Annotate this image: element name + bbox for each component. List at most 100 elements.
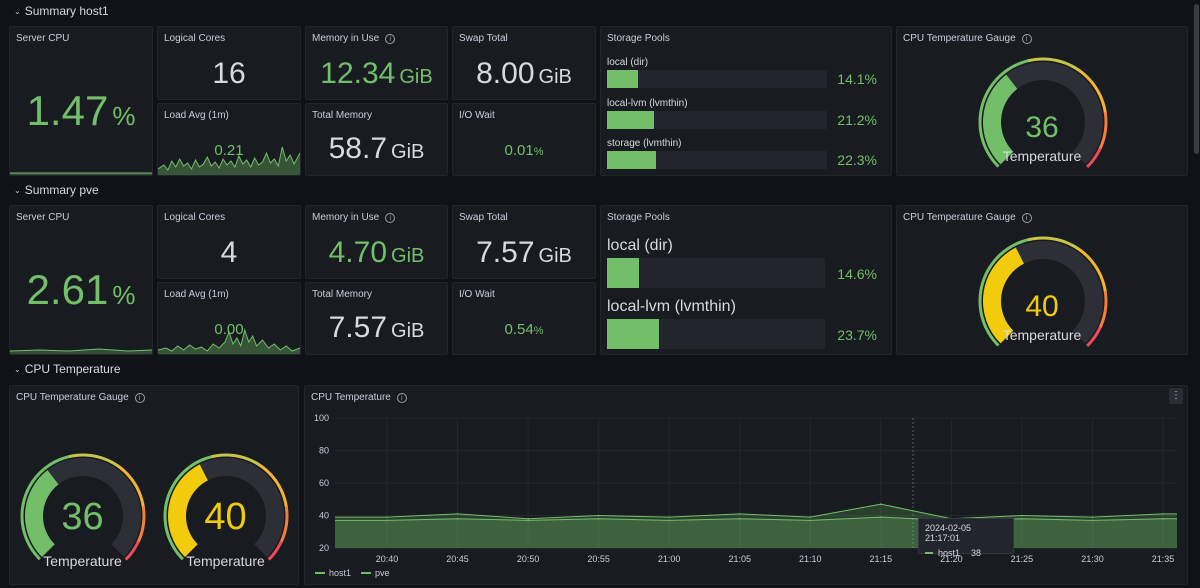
gauge-threshold-band (1070, 243, 1080, 251)
x-tick-label: 21:00 (658, 554, 681, 564)
cpu-temperature-chart: 100 80 60 40 20 20:40 20:45 20:50 20:55 21:00 21:0… (314, 413, 1177, 564)
row-cpu-temperature[interactable]: ⌄ CPU Temperature (14, 362, 121, 376)
legend-swatch (315, 572, 325, 574)
pool-label: local-lvm (lvmthin) (607, 298, 736, 315)
swap-total-panel[interactable]: Swap Total 7.57 GiB (452, 205, 596, 279)
stat-value: 7.57 (328, 311, 388, 344)
gauge-threshold-band (252, 460, 262, 467)
gauge-threshold-band (1057, 238, 1066, 244)
stat-unit: GiB (538, 245, 572, 267)
server-cpu-panel[interactable]: Server CPU 1.47% (9, 26, 153, 176)
storage-pools-panel[interactable]: Storage Pools local (dir) 14.6% local-lv… (600, 205, 892, 355)
panel-title: Swap Total (459, 33, 508, 44)
load-avg-panel[interactable]: Load Avg (1m) 0.21 (157, 103, 301, 176)
panel-title: Server CPU (16, 33, 70, 44)
pool-percent: 23.7% (837, 327, 877, 343)
row-title: CPU Temperature (24, 362, 121, 376)
logical-cores-panel[interactable]: Logical Cores 16 (157, 26, 301, 100)
swap-total-panel[interactable]: Swap Total 8.00 GiB (452, 26, 596, 100)
gauge-threshold-band (1042, 57, 1052, 62)
data-point-pve (597, 517, 600, 520)
gauge-threshold-band (121, 468, 130, 477)
pool-bar (607, 70, 827, 88)
legend-item-pve[interactable]: pve (361, 568, 390, 578)
stat-unit: GiB (391, 141, 425, 163)
gauge-threshold-band (171, 478, 179, 487)
io-wait-stat: 0.01% (453, 142, 595, 160)
row-summary-pve[interactable]: ⌄ Summary pve (14, 183, 99, 197)
total-memory-panel[interactable]: Total Memory 58.7 GiB (305, 103, 448, 176)
panel-menu-button[interactable]: ⋮ (1169, 388, 1183, 404)
info-icon[interactable]: i (385, 33, 396, 44)
panel-title: CPU Temperature Gauge i (903, 33, 1032, 44)
gauge-threshold-band (980, 275, 987, 285)
info-icon[interactable]: i (396, 392, 407, 403)
pool-bar-fill (607, 151, 657, 169)
panel-title: Swap Total (459, 212, 508, 223)
logical-cores-panel[interactable]: Logical Cores 4 (157, 205, 301, 279)
gauge-threshold-band (1082, 72, 1091, 81)
tooltip-row: host1 38 (925, 548, 1007, 558)
x-tick-label: 20:40 (376, 554, 399, 564)
gauge (20, 453, 146, 561)
data-point-host1 (668, 516, 670, 518)
y-tick-label: 60 (319, 478, 329, 488)
legend-item-host1[interactable]: host1 (315, 568, 351, 578)
memory-in-use-stat: 12.34 GiB (306, 57, 447, 91)
pool-label: local (dir) (607, 237, 673, 254)
data-point-host1 (1162, 513, 1164, 515)
gauge-threshold-band (1088, 257, 1096, 266)
row-summary-host1[interactable]: ⌄ Summary host1 (14, 4, 109, 18)
memory-in-use-panel[interactable]: Memory in Use i 4.70 GiB (305, 205, 448, 279)
y-tick-label: 100 (314, 413, 329, 423)
gauge-threshold-band (133, 540, 140, 550)
cpu-temperature-gauge-panel[interactable]: CPU Temperature Gauge i 40 Temperature (896, 205, 1188, 355)
gauge-threshold-band (269, 473, 277, 482)
gauge (978, 57, 1108, 169)
gauge-threshold-band (168, 484, 175, 494)
total-memory-panel[interactable]: Total Memory 7.57 GiB (305, 282, 448, 355)
cpu-temperature-gauge-panel[interactable]: CPU Temperature Gauge i 36 Temperature (896, 26, 1188, 176)
panel-title-text: CPU Temperature (311, 392, 391, 403)
gauge-threshold-band (1050, 57, 1059, 63)
panel-title: Load Avg (1m) (164, 110, 229, 121)
info-icon[interactable]: i (1021, 33, 1032, 44)
y-tick-label: 80 (319, 446, 329, 456)
info-icon[interactable]: i (134, 392, 145, 403)
x-tick-label: 21:30 (1081, 554, 1104, 564)
load-avg-stat: 0.00 (214, 321, 244, 338)
gauge-threshold-band (1099, 276, 1106, 285)
gauge-threshold-band (103, 457, 112, 464)
chevron-down-icon: ⌄ (14, 364, 21, 374)
info-icon[interactable]: i (385, 212, 396, 223)
gauge-threshold-band (1020, 238, 1030, 244)
memory-in-use-panel[interactable]: Memory in Use i 12.34 GiB (305, 26, 448, 100)
gauge-threshold-band (37, 468, 45, 476)
cpu-temperature-gauge-panel[interactable]: CPU Temperature Gauge i 36 Temperature 40… (9, 385, 299, 585)
pool-bar (607, 111, 827, 129)
gauge-threshold-band (1027, 236, 1037, 242)
gauge-threshold-band (1070, 64, 1080, 72)
panel-title: Memory in Use i (312, 33, 396, 44)
io-wait-panel[interactable]: I/O Wait 0.01% (452, 103, 596, 176)
info-icon[interactable]: i (1021, 212, 1032, 223)
page-scrollbar[interactable] (1194, 4, 1199, 154)
gauge-label: Temperature (186, 553, 265, 569)
gauge-threshold-band (1092, 84, 1100, 93)
panel-title: Logical Cores (164, 212, 226, 223)
load-avg-panel[interactable]: Load Avg (1m) 0.00 (157, 282, 301, 355)
gauge-value-arc (168, 464, 209, 558)
gauge-threshold-band (986, 262, 994, 271)
storage-pools-panel[interactable]: Storage Pools local (dir) 14.1% local-lv… (600, 26, 892, 176)
panel-title-text: CPU Temperature Gauge (16, 392, 129, 403)
gauge-threshold-band (25, 540, 33, 549)
gauge-threshold-band (191, 460, 200, 467)
io-wait-panel[interactable]: I/O Wait 0.54% (452, 282, 596, 355)
cpu-temperature-chart-panel[interactable]: CPU Temperature i ⋮ 100 80 60 40 20 20:40 20:45… (304, 385, 1188, 585)
server-cpu-panel[interactable]: Server CPU 2.61% (9, 205, 153, 355)
gauge-threshold-band (983, 268, 990, 278)
total-memory-stat: 7.57 GiB (306, 311, 447, 345)
panel-title: I/O Wait (459, 110, 495, 121)
panel-title-text: Memory in Use (312, 33, 380, 44)
panel-title: Total Memory (312, 289, 373, 300)
